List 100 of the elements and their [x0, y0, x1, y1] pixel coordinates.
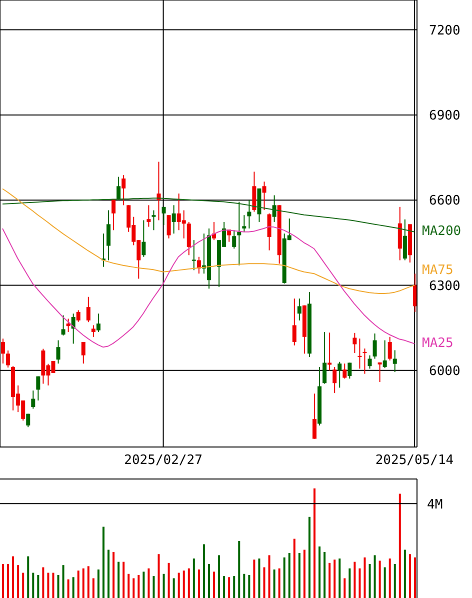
- bar: [358, 568, 361, 598]
- candlestick: [36, 376, 40, 401]
- bar: [168, 562, 170, 598]
- candlestick: [192, 240, 196, 271]
- bar: [128, 574, 130, 598]
- bar: [7, 564, 10, 598]
- bar: [338, 558, 341, 598]
- bar: [263, 567, 266, 598]
- bar: [364, 557, 366, 598]
- bar: [138, 574, 140, 598]
- candlestick: [247, 200, 252, 229]
- bar: [52, 572, 54, 598]
- y-tick-label: 6000: [429, 364, 460, 379]
- bar: [384, 567, 386, 598]
- bar: [77, 570, 80, 598]
- candlestick: [232, 230, 236, 250]
- candlestick: [378, 362, 382, 383]
- candlestick: [322, 332, 327, 384]
- bar: [408, 554, 411, 598]
- candlestick: [262, 181, 266, 211]
- bar: [213, 572, 216, 598]
- candlestick: [372, 332, 377, 360]
- candlestick: [186, 221, 191, 256]
- candlestick: [116, 176, 121, 201]
- bar: [132, 578, 135, 598]
- candlestick: [6, 350, 10, 368]
- bar: [17, 565, 20, 598]
- bar: [218, 555, 220, 598]
- bar: [198, 569, 200, 598]
- candlestick: [172, 204, 176, 234]
- bar: [318, 546, 321, 598]
- bar: [233, 576, 236, 598]
- candlestick: [76, 310, 80, 322]
- candlestick: [382, 340, 387, 369]
- bar: [388, 558, 391, 598]
- bar: [414, 557, 416, 598]
- candlestick: [368, 354, 372, 370]
- bar: [148, 568, 150, 598]
- candlestick: [237, 201, 242, 266]
- candlestick: [392, 350, 397, 373]
- bar: [223, 576, 226, 598]
- candlestick: [162, 206, 166, 226]
- bar: [118, 562, 120, 598]
- bar: [303, 550, 306, 598]
- bar: [158, 554, 160, 598]
- bar: [283, 557, 286, 598]
- bar: [394, 564, 396, 598]
- bar: [253, 560, 256, 598]
- candlestick: [66, 318, 70, 333]
- bar: [228, 577, 230, 598]
- candlestick: [26, 413, 30, 428]
- candlestick: [106, 210, 111, 261]
- bar: [178, 572, 180, 598]
- bar: [398, 494, 401, 598]
- bar: [248, 574, 250, 598]
- bar: [37, 574, 40, 598]
- candlestick: [342, 363, 347, 380]
- candlestick: [267, 212, 272, 251]
- bar: [97, 569, 100, 598]
- bar: [348, 568, 351, 598]
- candlestick: [332, 366, 337, 394]
- bar: [293, 538, 296, 598]
- series-label: MA200: [422, 224, 462, 240]
- bar: [192, 558, 195, 598]
- bar: [62, 565, 64, 598]
- bar: [182, 570, 185, 598]
- candlestick: [1, 338, 5, 364]
- bar: [258, 558, 260, 598]
- candlestick: [122, 174, 126, 206]
- bar: [12, 556, 14, 598]
- bar: [238, 540, 240, 598]
- candlestick: [252, 171, 256, 212]
- x-tick-label: 2025/05/14: [375, 453, 454, 468]
- candlestick: [81, 341, 86, 364]
- bar: [374, 555, 376, 598]
- bar: [273, 569, 276, 598]
- bar: [102, 526, 104, 598]
- bar: [108, 550, 110, 598]
- candlestick: [112, 199, 116, 231]
- bar: [313, 488, 316, 598]
- bar: [87, 566, 90, 598]
- y-tick-label: 6900: [429, 108, 460, 124]
- series-label: MA75: [422, 263, 454, 280]
- bar: [172, 578, 175, 598]
- bar: [268, 555, 270, 598]
- bar: [42, 567, 44, 598]
- bar: [368, 564, 371, 598]
- candlestick: [91, 324, 96, 338]
- bar: [328, 562, 331, 598]
- candlestick: [152, 210, 156, 231]
- bar: [92, 578, 94, 598]
- candlestick: [338, 361, 342, 388]
- bar: [72, 577, 74, 598]
- candlestick: [328, 332, 332, 371]
- candlestick: [388, 336, 392, 361]
- bar: [344, 578, 346, 598]
- y-tick-label: 6300: [429, 278, 460, 294]
- candlestick: [352, 332, 357, 354]
- bar: [2, 564, 4, 598]
- bar: [243, 574, 246, 598]
